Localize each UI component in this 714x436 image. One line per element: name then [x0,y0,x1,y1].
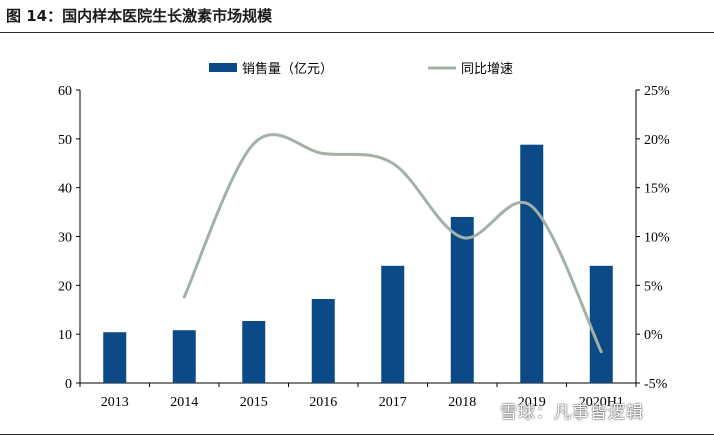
left-tick-label: 50 [58,133,72,148]
right-tick-label: -5% [644,377,668,392]
x-tick-label: 2017 [379,395,407,410]
bar [381,265,405,383]
bottom-divider [0,434,714,435]
left-tick-label: 40 [58,182,72,197]
left-tick-label: 60 [58,84,72,99]
bar [450,216,474,383]
x-tick-label: 2016 [309,395,337,410]
right-tick-label: 15% [644,182,670,197]
bar [589,265,613,383]
title-bar: 图 14：国内样本医院生长激素市场规模 [0,0,714,33]
bar [311,299,335,383]
legend-bar-label: 销售量（亿元） [242,61,333,77]
x-tick-label: 2014 [170,395,198,410]
left-tick-label: 30 [58,231,72,246]
right-tick-label: 5% [644,279,663,294]
x-tick-label: 2013 [101,395,129,410]
legend-line-label: 同比增速 [461,62,513,77]
x-tick-label: 2019 [518,395,546,410]
watermark: 雪球：凡事皆逻辑 [500,403,644,423]
left-tick-label: 10 [58,328,72,343]
bar [242,320,266,383]
x-tick-label: 2020H1 [579,395,624,410]
x-tick-label: 2015 [240,395,268,410]
bar [520,144,544,383]
right-tick-label: 0% [644,328,663,343]
right-tick-label: 20% [644,133,670,148]
left-tick-label: 0 [65,377,72,392]
right-tick-label: 10% [644,231,670,246]
left-tick-label: 20 [58,279,72,294]
legend-bar-swatch [209,63,237,72]
bar [103,332,127,383]
x-tick-label: 2018 [448,395,476,410]
page-title: 图 14：国内样本医院生长激素市场规模 [6,7,273,25]
bar [172,330,196,383]
right-tick-label: 25% [644,84,670,99]
